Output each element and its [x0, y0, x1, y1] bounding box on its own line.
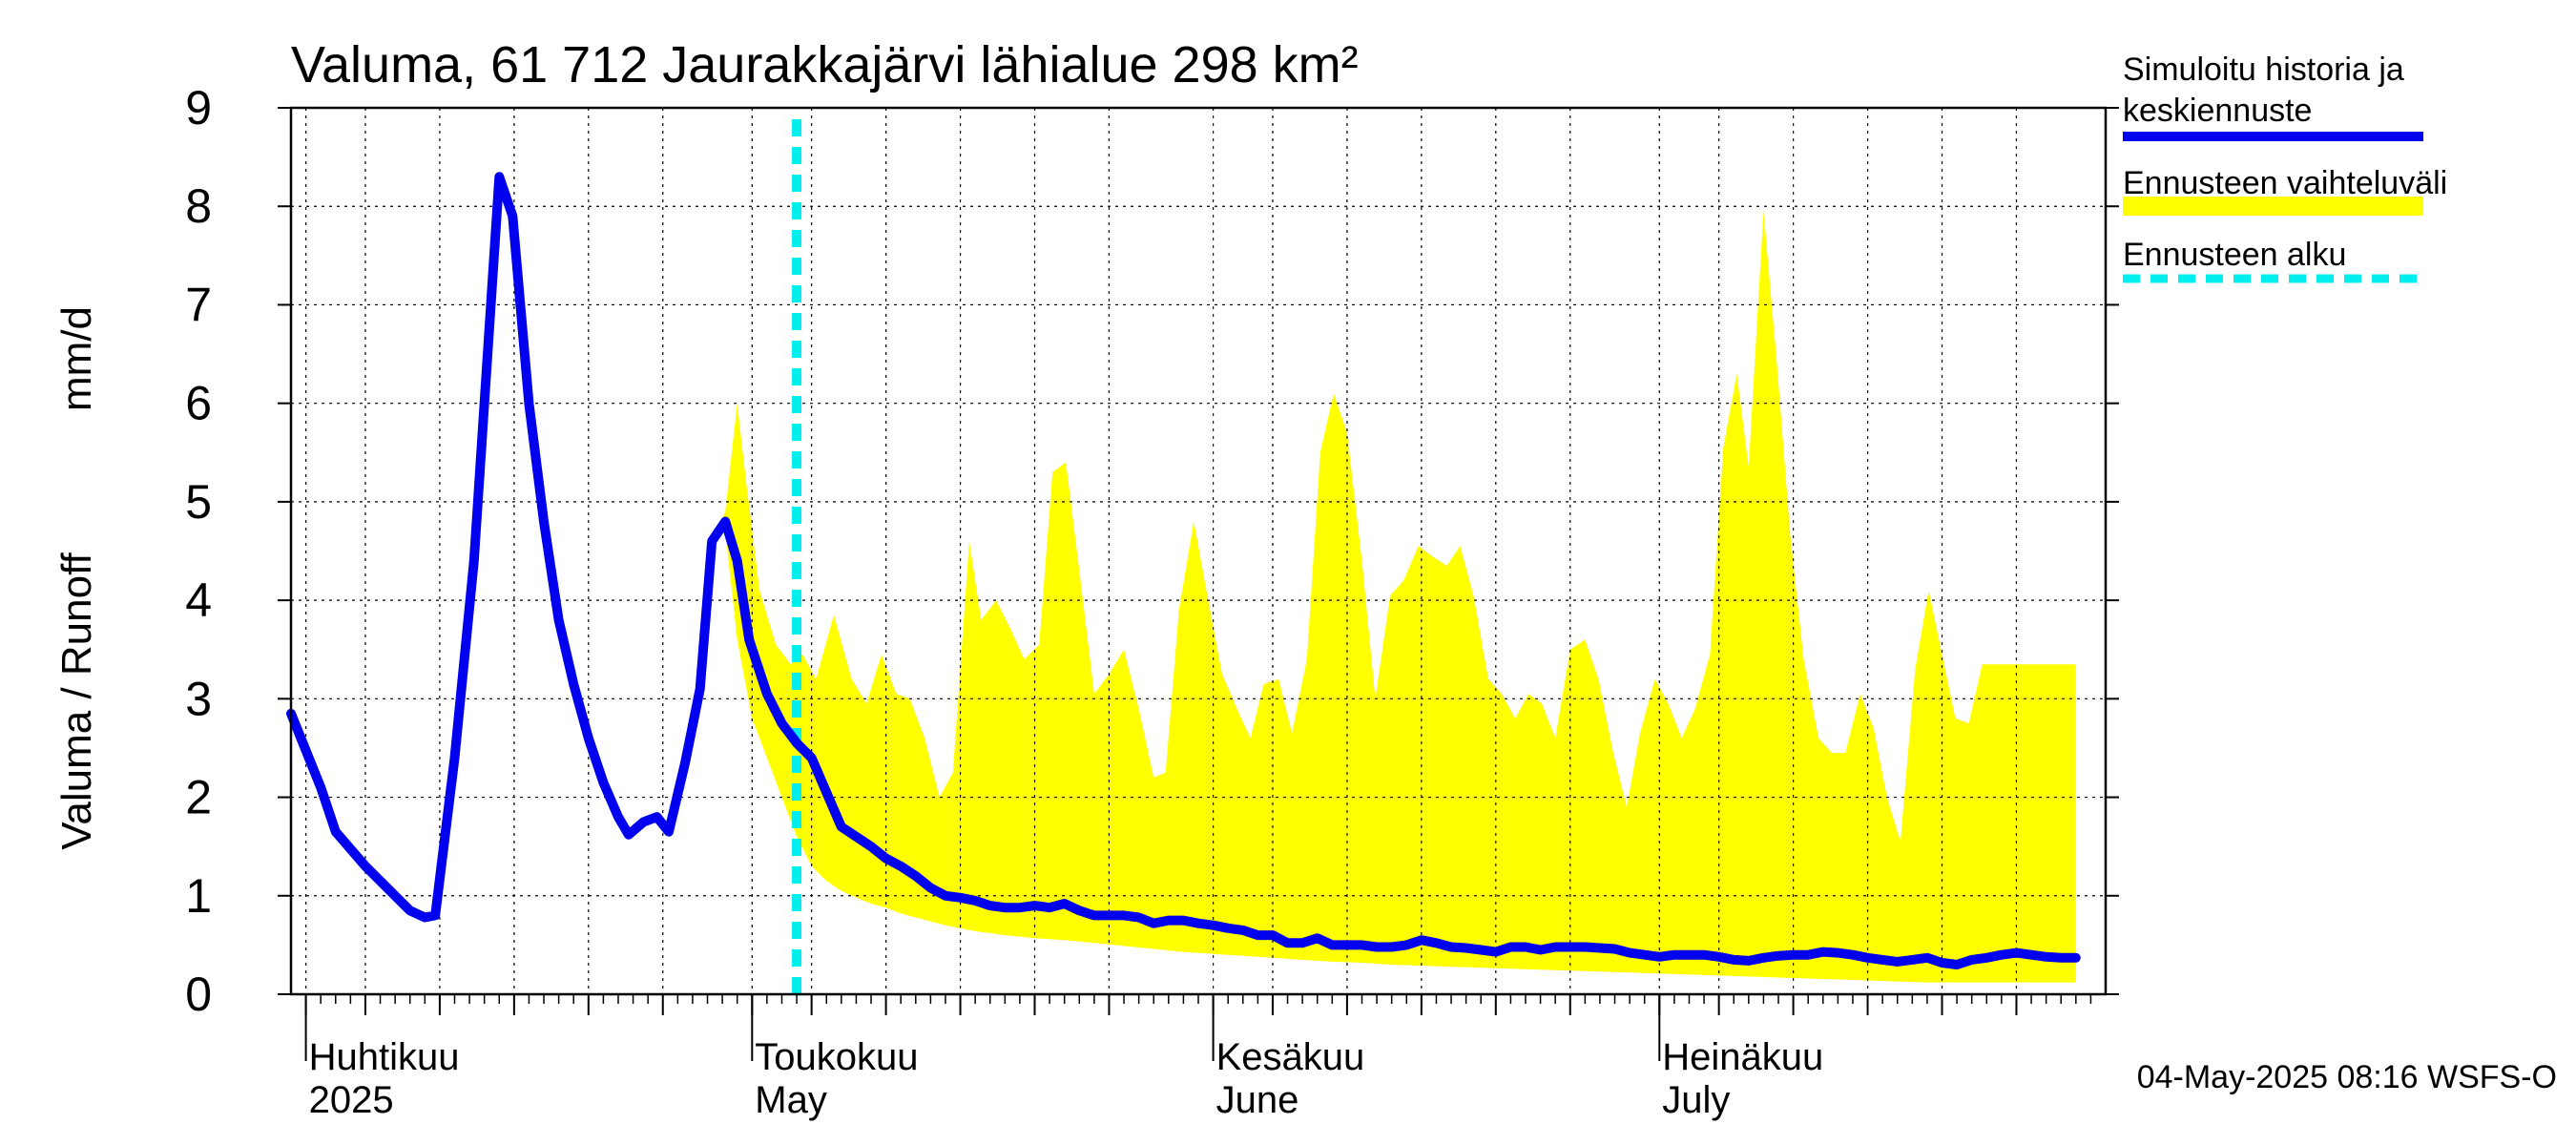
x-month-label: Kesäkuu — [1216, 1036, 1365, 1078]
y-tick-label: 8 — [185, 179, 212, 233]
y-tick-label: 7 — [185, 278, 212, 331]
legend-range-label: Ennusteen vaihteluväli — [2123, 165, 2447, 201]
y-axis-title-right: mm/d — [53, 306, 100, 411]
chart-title: Valuma, 61 712 Jaurakkajärvi lähialue 29… — [291, 36, 1359, 94]
x-month-label-en: May — [755, 1079, 827, 1121]
y-tick-label: 0 — [185, 968, 212, 1021]
legend-history-label-1: Simuloitu historia ja — [2123, 52, 2404, 88]
y-tick-label: 6 — [185, 377, 212, 430]
grid — [291, 108, 2106, 994]
y-tick-label: 5 — [185, 475, 212, 529]
footer-timestamp: 04-May-2025 08:16 WSFS-O — [2137, 1059, 2557, 1095]
y-tick-label: 1 — [185, 869, 212, 923]
legend-history-label-2: keskiennuste — [2123, 93, 2312, 129]
x-month-label: Heinäkuu — [1662, 1036, 1823, 1078]
forecast-range-area — [712, 211, 2076, 983]
y-axis-title-left: Valuma / Runoff — [53, 552, 100, 850]
legend-start-label: Ennusteen alku — [2123, 237, 2346, 273]
x-month-label-en: June — [1216, 1079, 1299, 1121]
forecast-range-band — [712, 211, 2076, 983]
y-tick-label: 2 — [185, 771, 212, 824]
x-month-label: Toukokuu — [755, 1036, 918, 1078]
x-month-label-en: 2025 — [309, 1079, 394, 1121]
y-tick-label: 9 — [185, 81, 212, 135]
y-tick-label: 4 — [185, 573, 212, 627]
plot-frame — [289, 106, 2108, 996]
x-month-label: Huhtikuu — [309, 1036, 460, 1078]
x-month-label-en: July — [1662, 1079, 1730, 1121]
legend: Simuloitu historia ja keskiennuste Ennus… — [2123, 52, 2447, 283]
y-tick-label: 3 — [185, 672, 212, 725]
y-tick-labels: 0 1 2 3 4 5 6 7 8 9 — [185, 81, 212, 1021]
history-line — [286, 172, 2081, 969]
axes — [278, 106, 2119, 1061]
history-forecast-line — [286, 172, 2081, 969]
